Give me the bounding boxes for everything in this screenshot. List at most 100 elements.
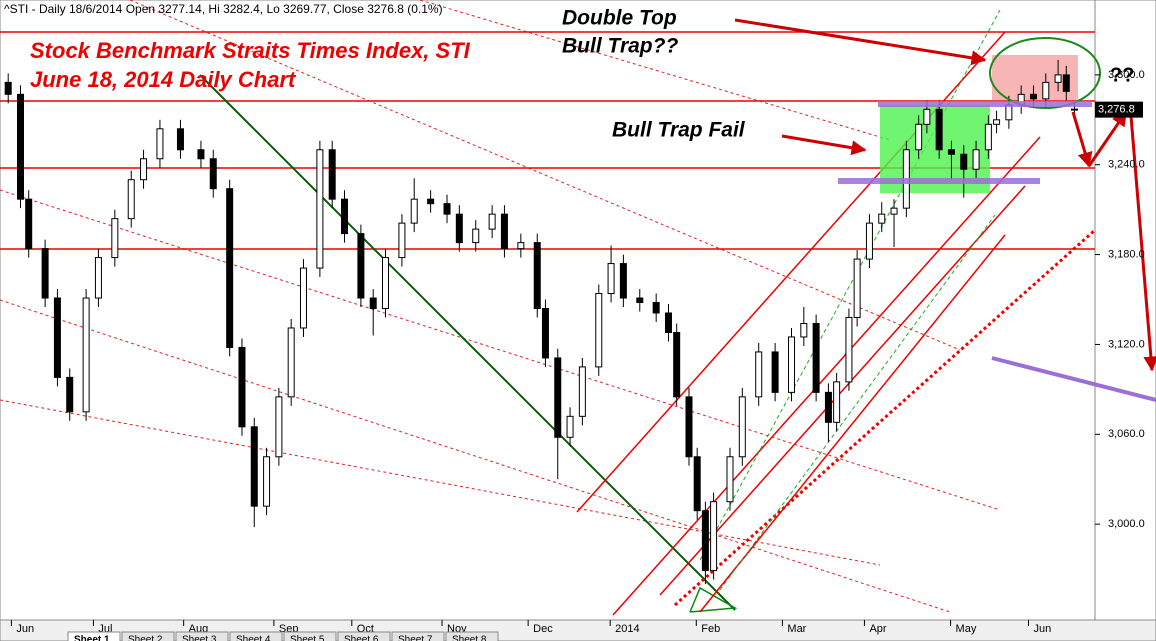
annotation: Double Top: [562, 7, 677, 30]
candle-body: [947, 149, 955, 155]
x-tick-label: May: [956, 623, 977, 635]
candle-body: [316, 149, 324, 269]
candle-body: [443, 203, 451, 215]
sheet-tab[interactable]: [283, 631, 337, 641]
candle-body: [488, 213, 496, 230]
candle-body: [1042, 81, 1050, 100]
price-tag: [1095, 101, 1143, 118]
candle-body: [636, 297, 644, 304]
annotation: Stock Benchmark Straits Times Index, STI: [30, 38, 471, 63]
triangle: [689, 586, 738, 613]
sheet-tab[interactable]: [337, 631, 391, 641]
arrow: [734, 18, 987, 66]
candle-body: [275, 396, 283, 458]
x-tick-label: Mar: [787, 623, 806, 635]
candle-body: [824, 391, 832, 423]
candle-body: [664, 312, 672, 333]
candle-body: [1005, 104, 1013, 121]
dashed-channel: [0, 399, 881, 566]
candle-body: [607, 263, 615, 295]
candle-body: [923, 108, 931, 125]
sheet-tab[interactable]: [229, 631, 283, 641]
candle-body: [1054, 74, 1062, 83]
candle-body: [812, 322, 820, 393]
candle-body: [410, 198, 418, 224]
candle-body: [53, 297, 61, 378]
channel-line: [699, 234, 1006, 613]
y-tick-label: 3,300.0: [1108, 69, 1145, 81]
candle-body: [566, 415, 574, 438]
sheet-tab[interactable]: [391, 631, 445, 641]
sheet-tab[interactable]: [175, 631, 229, 641]
x-tick-label: Jun: [1033, 623, 1051, 635]
candle-body: [250, 426, 258, 507]
candle-body: [701, 510, 709, 572]
candle-body: [972, 149, 980, 170]
candle-body: [1062, 74, 1070, 92]
candle-body: [287, 327, 295, 398]
arrow: [1087, 110, 1128, 167]
annotation: Bull Trap??: [562, 35, 678, 58]
candle-body: [263, 456, 271, 507]
candle-body: [541, 308, 549, 359]
candle-body: [41, 248, 49, 299]
candle-body: [111, 218, 119, 259]
candle-body: [25, 198, 33, 250]
candle-body: [800, 322, 808, 338]
candle-body: [915, 123, 923, 151]
candle-body: [1070, 108, 1078, 111]
candle-body: [578, 366, 586, 417]
dashed-channel: [0, 189, 1001, 511]
x-tick-label: Dec: [533, 623, 553, 635]
candle-body: [878, 213, 886, 224]
candle-body: [788, 336, 796, 393]
sheet-tab[interactable]: [121, 631, 175, 641]
price-tag-label: 3,276.8: [1098, 104, 1135, 116]
candle-body: [140, 158, 148, 181]
candle-body: [328, 149, 336, 200]
candle-body: [94, 257, 102, 299]
candle-body: [427, 198, 435, 205]
candle-body: [340, 198, 348, 235]
candle-body: [726, 456, 734, 503]
sheet-tab-label[interactable]: Sheet 8: [452, 635, 487, 641]
y-tick-label: 3,000.0: [1108, 518, 1145, 530]
green-dashed: [719, 214, 996, 591]
sheet-tab-label[interactable]: Sheet 1: [74, 635, 110, 641]
sheet-tab-label[interactable]: Sheet 4: [236, 635, 271, 641]
arrow: [1129, 115, 1156, 372]
candle-body: [176, 128, 184, 151]
sheet-tab-label[interactable]: Sheet 6: [344, 635, 379, 641]
candle-body: [197, 149, 205, 160]
sheet-tab[interactable]: [445, 631, 499, 641]
y-tick-label: 3,120.0: [1108, 338, 1145, 350]
candle-body: [299, 267, 307, 329]
candle-body: [517, 242, 525, 250]
candle-body: [357, 233, 365, 299]
candle-body: [472, 228, 480, 244]
candle-body: [685, 396, 693, 458]
candle-body: [209, 158, 217, 190]
candle-body: [127, 179, 135, 220]
sheet-tab-label[interactable]: Sheet 7: [398, 635, 433, 641]
sheet-tab-label[interactable]: Sheet 3: [182, 635, 217, 641]
candle-body: [66, 376, 74, 413]
channel-line: [612, 136, 1041, 616]
sheet-tab-label[interactable]: Sheet 2: [128, 635, 163, 641]
sheet-tab-label[interactable]: Sheet 5: [290, 635, 325, 641]
dotted-channel: [674, 228, 1096, 607]
candle-body: [455, 213, 463, 244]
sheet-tab[interactable]: [67, 631, 121, 641]
downtrend-line: [199, 74, 736, 611]
candle-body: [738, 396, 746, 458]
candle-body: [771, 351, 779, 393]
candle-body: [984, 123, 992, 151]
candle-body: [4, 81, 12, 95]
candle-body: [755, 351, 763, 398]
candle-body: [533, 242, 541, 310]
dashed-channel: [129, 0, 961, 351]
annotation: Bull Trap Fail: [612, 119, 746, 142]
chart-header: ^STI - Daily 18/6/2014 Open 3277.14, Hi …: [4, 2, 443, 16]
